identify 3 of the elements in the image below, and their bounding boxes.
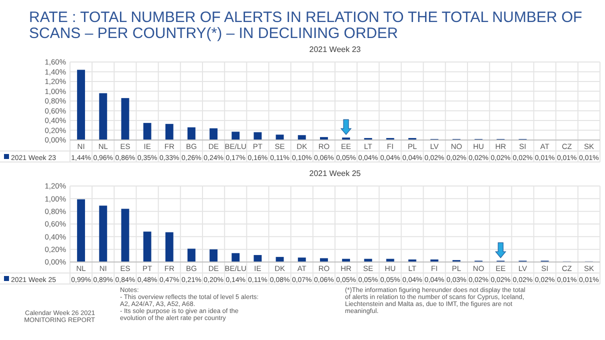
chart-subtitle: 2021 Week 23	[309, 45, 362, 54]
chart-title: 2021 Week 25	[309, 169, 362, 178]
chart-title: RATE : TOTAL NUMBER OF ALERTS IN RELATION TO THE TOTAL NUMBER OF SCANS – PER COUNTRY(*) – IN DECLINING ORDER	[29, 9, 582, 42]
